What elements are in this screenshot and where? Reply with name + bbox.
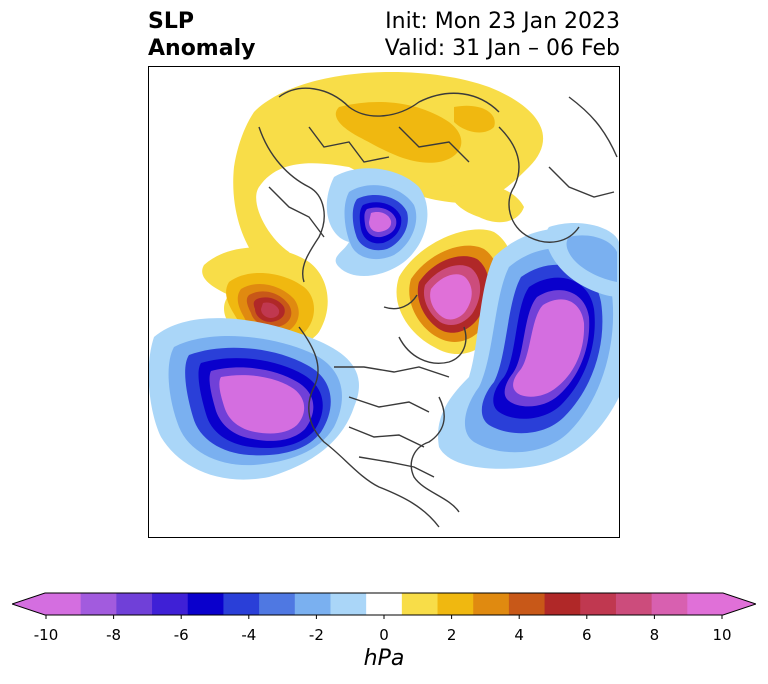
colorbar-segment bbox=[615, 593, 653, 615]
negative-anomaly-barents bbox=[326, 168, 428, 277]
colorbar-segment bbox=[544, 593, 581, 615]
negative-anomaly-atlantic bbox=[438, 228, 619, 469]
colorbar-segment bbox=[80, 593, 117, 615]
colorbar-tick-label: -4 bbox=[241, 626, 257, 644]
colorbar-tick-label: 10 bbox=[712, 626, 732, 644]
colorbar bbox=[10, 592, 758, 619]
title-left: SLP Anomaly bbox=[148, 8, 255, 62]
colorbar-segment bbox=[259, 593, 296, 615]
colorbar-segment bbox=[187, 593, 224, 615]
coastlines bbox=[258, 87, 618, 528]
valid-range: Valid: 31 Jan – 06 Feb bbox=[384, 36, 620, 61]
colorbar-tick-label: -8 bbox=[106, 626, 122, 644]
colorbar-tick-label: 2 bbox=[446, 626, 457, 644]
anomaly-map bbox=[149, 72, 619, 528]
colorbar-tick-label: 4 bbox=[514, 626, 524, 644]
colorbar-extend-min bbox=[12, 593, 45, 615]
colorbar-segment bbox=[401, 593, 439, 615]
colorbar-tick-label: -10 bbox=[33, 626, 59, 644]
colorbar-segment bbox=[223, 593, 260, 615]
colorbar-segment bbox=[473, 593, 510, 615]
colorbar-segment bbox=[330, 593, 367, 615]
colorbar-segment bbox=[294, 593, 331, 615]
title-variable: SLP bbox=[148, 9, 194, 34]
title-type: Anomaly bbox=[148, 36, 256, 61]
colorbar-unit: hPa bbox=[363, 646, 405, 671]
colorbar-segment bbox=[152, 593, 189, 615]
colorbar-segment bbox=[580, 593, 617, 615]
colorbar-tick-label: -2 bbox=[308, 626, 324, 644]
colorbar-svg bbox=[10, 592, 758, 619]
colorbar-segment bbox=[366, 593, 403, 615]
colorbar-segment bbox=[651, 593, 688, 615]
colorbar-tick-label: 8 bbox=[649, 626, 660, 644]
init-date: Init: Mon 23 Jan 2023 bbox=[385, 9, 620, 34]
negative-anomaly-pacific bbox=[149, 318, 359, 480]
colorbar-segment bbox=[45, 593, 82, 615]
colorbar-extend-max bbox=[723, 593, 756, 615]
colorbar-tick-label: -6 bbox=[173, 626, 189, 644]
title-right: Init: Mon 23 Jan 2023 Valid: 31 Jan – 06… bbox=[385, 8, 620, 62]
colorbar-segment bbox=[437, 593, 474, 615]
colorbar-segment bbox=[116, 593, 153, 615]
negative-anomaly-east-eurasia bbox=[545, 222, 619, 297]
colorbar-segment bbox=[508, 593, 546, 615]
map-panel bbox=[148, 66, 620, 538]
colorbar-tick-label: 0 bbox=[379, 626, 389, 644]
colorbar-tick-label: 6 bbox=[582, 626, 592, 644]
colorbar-segment bbox=[687, 593, 724, 615]
